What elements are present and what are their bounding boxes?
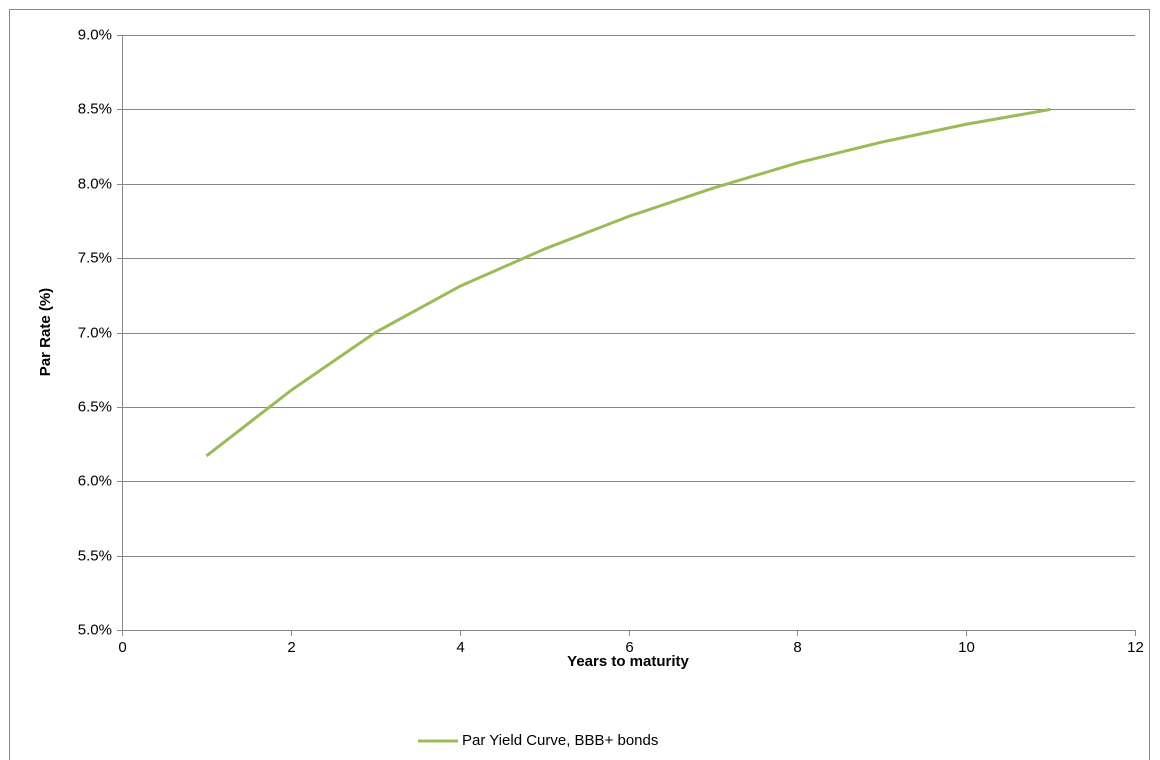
x-tick-label: 0 (118, 639, 126, 656)
y-tick-label: 6.5% (78, 398, 112, 415)
y-tick-label: 6.0% (78, 472, 112, 489)
x-tick-label: 6 (625, 639, 633, 656)
x-tick-label: 8 (793, 639, 801, 656)
x-tick-label: 12 (1127, 639, 1144, 656)
y-tick-label: 5.5% (78, 547, 112, 564)
y-axis-label: Par Rate (%) (37, 288, 54, 376)
legend-label: Par Yield Curve, BBB+ bonds (462, 732, 658, 749)
x-tick-label: 2 (287, 639, 295, 656)
x-axis-label: Years to maturity (567, 653, 689, 670)
y-tick-label: 8.5% (78, 100, 112, 117)
y-tick-label: 9.0% (78, 26, 112, 43)
x-tick-label: 10 (958, 639, 975, 656)
x-tick-label: 4 (456, 639, 464, 656)
y-tick-label: 7.5% (78, 249, 112, 266)
chart-border (9, 9, 1150, 760)
y-tick-label: 8.0% (78, 175, 112, 192)
y-tick-label: 5.0% (78, 621, 112, 638)
series-line (205, 107, 1051, 458)
y-tick-label: 7.0% (78, 324, 112, 341)
